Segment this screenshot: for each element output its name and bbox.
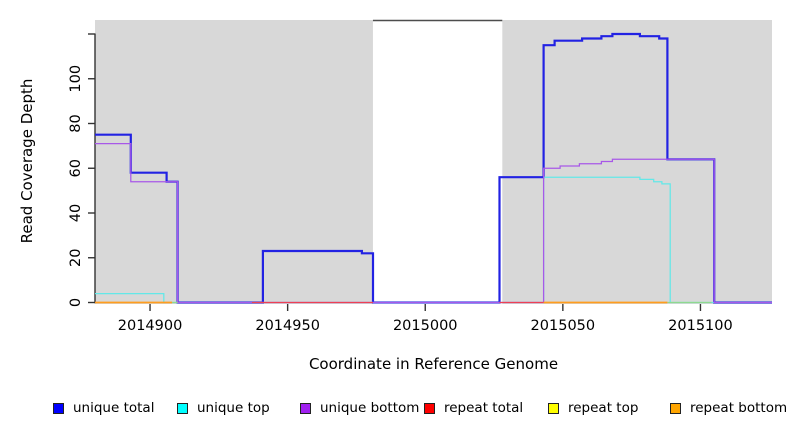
legend-swatch-icon (300, 402, 311, 414)
y-tick-label: 100 (68, 65, 84, 93)
y-axis-title: Read Coverage Depth (18, 78, 36, 244)
shaded-region (502, 20, 772, 304)
legend-label: unique bottom (320, 400, 420, 416)
legend: unique total unique top unique bottom repea… (0, 399, 792, 419)
x-axis-title: Coordinate in Reference Genome (308, 355, 559, 373)
y-tick-label: 60 (68, 159, 84, 177)
y-tick-label: 20 (68, 249, 84, 267)
y-tick-label: 40 (68, 204, 84, 222)
legend-swatch-icon (548, 402, 559, 414)
legend-item-repeat-total: repeat total (424, 399, 523, 417)
legend-label: repeat bottom (690, 400, 788, 416)
legend-swatch-icon (670, 402, 681, 414)
legend-swatch-icon (177, 402, 188, 414)
legend-item-unique-bottom: unique bottom (300, 399, 419, 417)
legend-swatch-icon (53, 402, 64, 414)
x-tick-label: 2015050 (531, 318, 596, 334)
x-tick-label: 2014950 (255, 318, 320, 334)
legend-item-unique-top: unique top (177, 399, 270, 417)
legend-label: unique total (73, 400, 155, 416)
legend-label: unique top (197, 400, 270, 416)
legend-item-repeat-bottom: repeat bottom (670, 399, 787, 417)
legend-item-repeat-top: repeat top (548, 399, 638, 417)
legend-label: repeat top (568, 400, 639, 416)
series-unique-bottom (95, 142, 772, 304)
x-tick-label: 2015000 (393, 318, 458, 334)
legend-swatch-icon (424, 402, 435, 414)
x-tick-label: 2014900 (118, 318, 183, 334)
x-tick-label: 2015100 (668, 318, 733, 334)
y-tick-label: 0 (68, 298, 84, 307)
shaded-region (95, 20, 373, 304)
legend-item-unique-total: unique total (53, 399, 154, 417)
legend-label: repeat total (444, 400, 524, 416)
y-tick-label: 80 (68, 114, 84, 132)
